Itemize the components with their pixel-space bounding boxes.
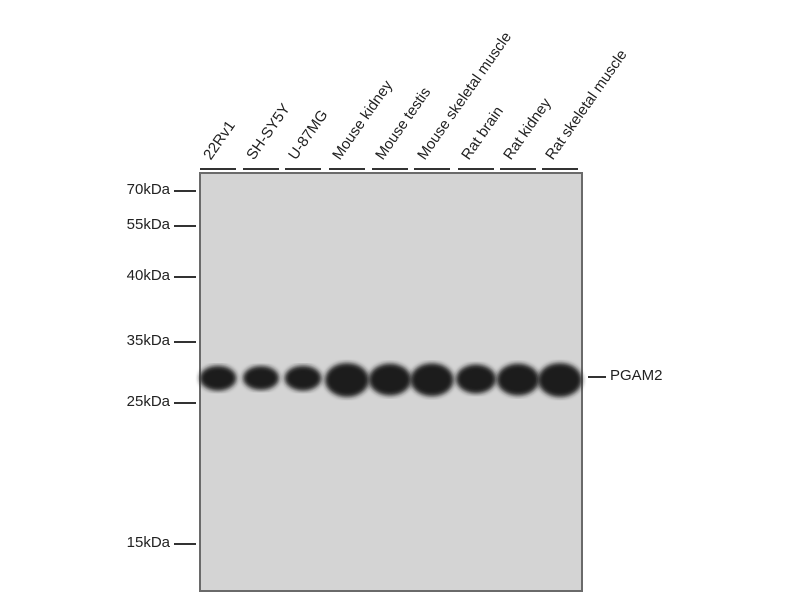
target-label: PGAM2 xyxy=(610,367,663,384)
lane-bar xyxy=(285,168,321,170)
marker-tick xyxy=(174,190,196,192)
marker-label: 25kDa xyxy=(126,393,170,410)
marker-tick xyxy=(174,543,196,545)
marker-tick xyxy=(174,402,196,404)
lane-bar xyxy=(200,168,236,170)
lane-bar xyxy=(329,168,365,170)
band xyxy=(410,363,454,397)
lane-bar xyxy=(414,168,450,170)
lane-bar xyxy=(500,168,536,170)
marker-label: 35kDa xyxy=(126,332,170,349)
band xyxy=(325,363,369,397)
lane-bar xyxy=(243,168,279,170)
band xyxy=(456,364,496,394)
marker-label: 55kDa xyxy=(126,216,170,233)
marker-tick xyxy=(174,276,196,278)
band xyxy=(284,365,322,391)
band xyxy=(496,363,540,396)
marker-label: 15kDa xyxy=(126,534,170,551)
marker-label: 40kDa xyxy=(126,267,170,284)
target-tick xyxy=(588,376,606,378)
lane-bar xyxy=(458,168,494,170)
band xyxy=(243,366,279,390)
band xyxy=(368,363,412,396)
band xyxy=(199,365,237,391)
marker-tick xyxy=(174,225,196,227)
band xyxy=(538,363,582,397)
lane-bar xyxy=(372,168,408,170)
marker-tick xyxy=(174,341,196,343)
marker-label: 70kDa xyxy=(126,181,170,198)
lane-bar xyxy=(542,168,578,170)
